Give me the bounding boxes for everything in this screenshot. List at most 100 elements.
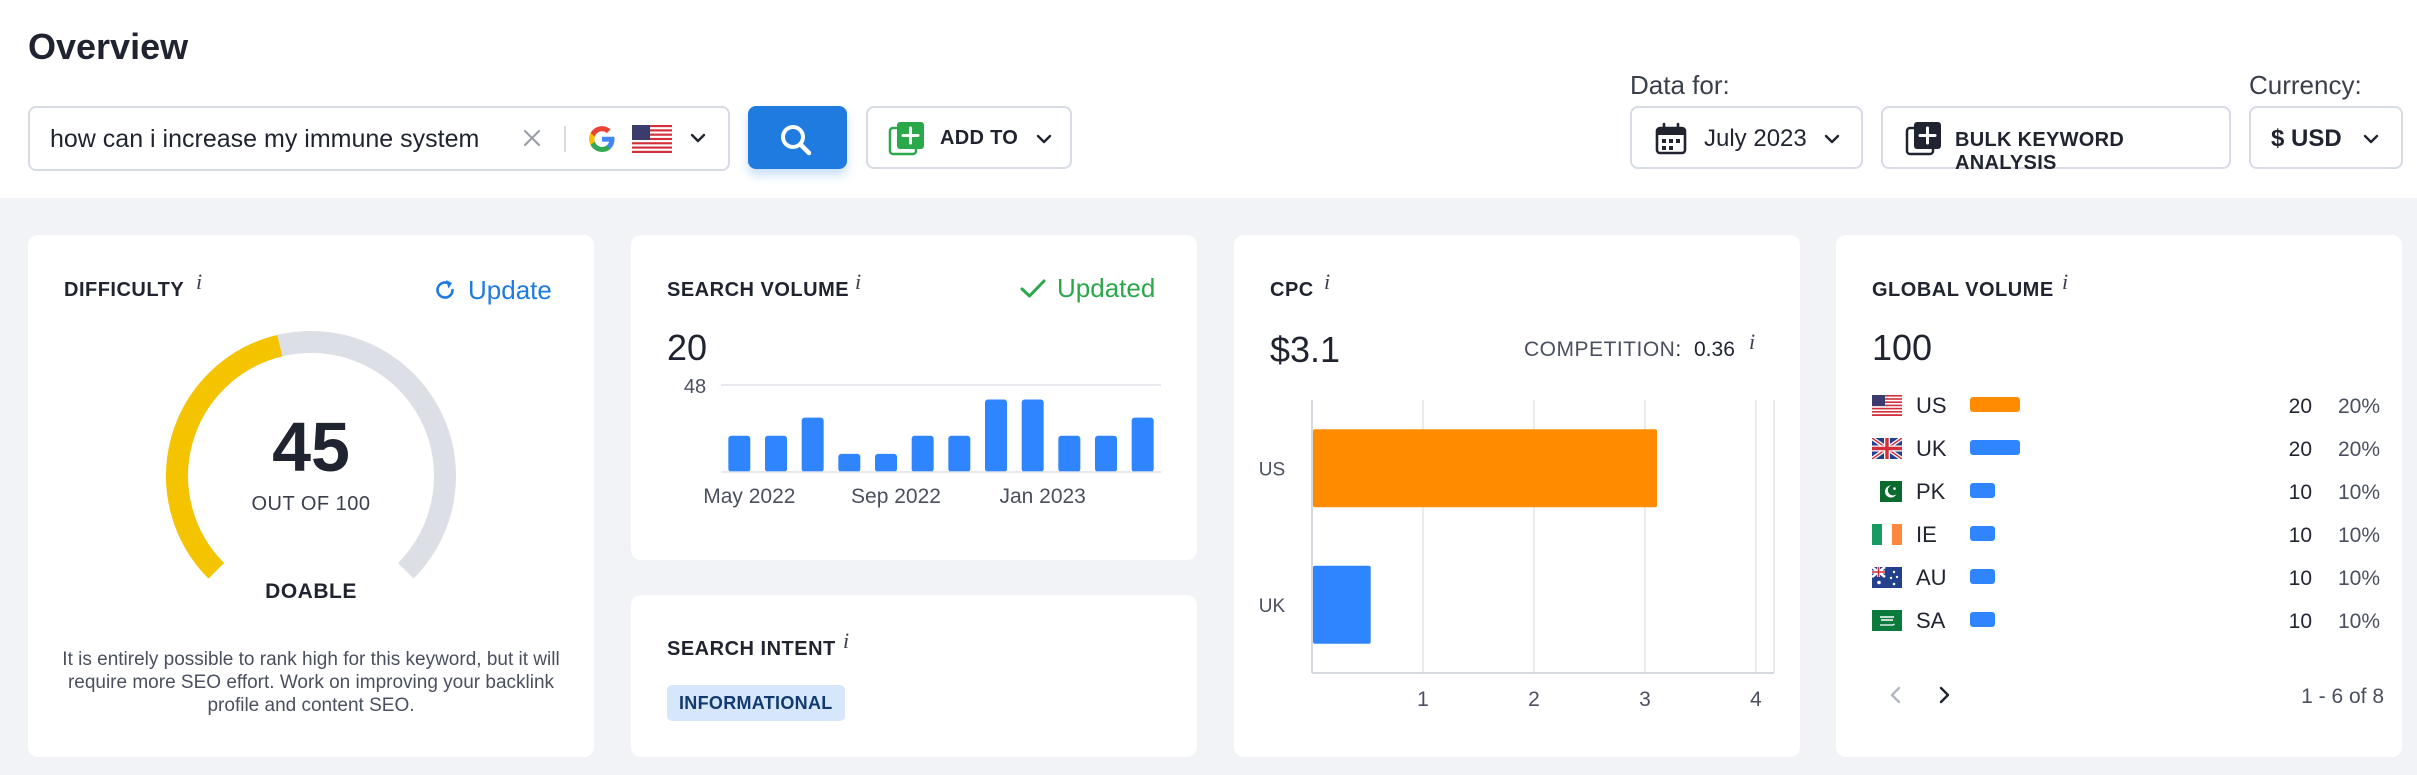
keyword-search-input[interactable] [50, 118, 520, 160]
data-for-label: Data for: [1630, 70, 1730, 100]
global-volume-value: 100 [1872, 327, 1933, 368]
ie-flag-icon [1872, 524, 1902, 545]
share-bar [1970, 612, 1995, 627]
volume-bar [911, 435, 934, 472]
difficulty-title: DIFFICULTY [64, 279, 185, 301]
add-to-button[interactable]: ADD TO [866, 106, 1072, 169]
date-select[interactable]: July 2023 [1630, 106, 1863, 169]
country-code: SA [1916, 608, 1946, 633]
volume-bar [728, 435, 751, 472]
info-icon[interactable]: i [196, 269, 203, 294]
competition-value: 0.36 [1694, 338, 1735, 361]
country-count: 10 [2288, 567, 2312, 590]
header: Overview [0, 0, 2417, 198]
competition-separator: : [1675, 338, 1682, 361]
country-percent: 20% [2337, 395, 2380, 418]
x-tick-label: Jan 2023 [999, 485, 1085, 508]
share-bar [1970, 526, 1995, 541]
country-row: UK 20 20% [1872, 430, 2382, 466]
difficulty-level: DOABLE [265, 580, 357, 603]
volume-bar [801, 417, 824, 472]
sa-flag-icon [1872, 610, 1902, 631]
google-icon[interactable] [586, 123, 618, 155]
bulk-keyword-analysis-label: BULK KEYWORD ANALYSIS [1955, 129, 2125, 174]
search-button[interactable] [748, 106, 847, 169]
volume-bar [1095, 435, 1117, 472]
pagination-range: 1 - 6 of 8 [2301, 685, 2384, 708]
gauge-fill [166, 335, 283, 579]
difficulty-card: DIFFICULTY i Update 45 OUT OF 100 DOABLE… [28, 235, 594, 757]
date-label: July 2023 [1704, 125, 1807, 152]
chevron-left-icon[interactable] [1884, 683, 1908, 707]
search-volume-title: SEARCH VOLUME [667, 279, 850, 301]
competition-label: COMPETITION: [1524, 338, 1682, 362]
country-percent: 10% [2337, 567, 2380, 590]
x-tick-label: May 2022 [703, 485, 795, 508]
cpc-bar [1313, 429, 1658, 508]
country-row: US 20 20% [1872, 387, 2382, 423]
chevron-down-icon[interactable] [686, 126, 710, 150]
info-icon[interactable]: i [1324, 269, 1331, 294]
x-tick-label: 2 [1528, 688, 1540, 711]
difficulty-value: 45 [272, 408, 350, 486]
cpc-title: CPC [1270, 279, 1314, 301]
search-intent-card: SEARCH INTENT i INFORMATIONAL [631, 595, 1197, 757]
info-icon[interactable]: i [855, 269, 862, 294]
country-percent: 10% [2337, 524, 2380, 547]
country-code: IE [1916, 522, 1937, 547]
cpc-bar [1313, 565, 1371, 644]
au-flag-icon [1872, 567, 1902, 588]
currency-value: $ USD [2271, 125, 2342, 152]
country-row: SA 10 10% [1872, 602, 2382, 638]
search-volume-chart: 48 May 2022 Sep 2022 Jan 2023 [684, 376, 1161, 508]
chevron-down-icon [1036, 134, 1052, 144]
page-title: Overview [28, 26, 189, 67]
clear-icon[interactable] [518, 124, 546, 152]
country-row: PK 10 10% [1872, 473, 2382, 509]
y-tick-label: US [1259, 459, 1285, 480]
search-intent-title: SEARCH INTENT [667, 638, 836, 660]
uk-flag-icon [1872, 438, 1902, 459]
country-percent: 10% [2337, 481, 2380, 504]
x-tick-label: 4 [1750, 688, 1762, 711]
chevron-down-icon [2363, 134, 2379, 144]
check-icon [1020, 279, 1046, 297]
info-icon[interactable]: i [2062, 269, 2069, 294]
x-tick-label: Sep 2022 [851, 485, 941, 508]
info-icon[interactable]: i [1749, 329, 1756, 354]
currency-select[interactable]: $ USD [2249, 106, 2403, 169]
country-code: UK [1916, 436, 1947, 461]
difficulty-description: It is entirely possible to rank high for… [62, 649, 560, 716]
x-tick-label: 3 [1639, 688, 1651, 711]
add-bulk-icon [1905, 122, 1941, 156]
update-label: Update [468, 274, 552, 305]
us-flag-icon[interactable] [632, 125, 672, 153]
country-count: 10 [2288, 524, 2312, 547]
refresh-icon [436, 280, 454, 299]
volume-bar [1058, 435, 1081, 472]
country-code: PK [1916, 479, 1946, 504]
update-button[interactable]: Update [432, 273, 552, 307]
country-code: US [1916, 393, 1947, 418]
country-count: 20 [2288, 395, 2312, 418]
search-volume-card: SEARCH VOLUME i Updated 20 48 May 2022 Sep… [631, 235, 1197, 560]
cpc-chart: 1 2 3 4 US UK [1259, 400, 1775, 711]
volume-bar [1131, 417, 1154, 472]
search-divider [564, 126, 566, 152]
cpc-card: CPC i $3.1 COMPETITION: 0.36 i 1 2 3 4 US UK [1234, 235, 1800, 757]
chevron-right-icon[interactable] [1932, 683, 1956, 707]
volume-bar [765, 435, 787, 472]
bulk-keyword-analysis-button[interactable]: BULK KEYWORD ANALYSIS [1881, 106, 2231, 174]
y-tick-label: 48 [684, 376, 706, 398]
search-icon [781, 125, 812, 156]
info-icon[interactable]: i [843, 628, 850, 653]
country-row: IE 10 10% [1872, 516, 2382, 552]
global-volume-title: GLOBAL VOLUME [1872, 279, 2054, 301]
country-count: 10 [2288, 610, 2312, 633]
updated-status: Updated [1019, 273, 1155, 304]
share-bar [1970, 440, 2020, 455]
difficulty-gauge [166, 331, 456, 579]
share-bar [1970, 569, 1995, 584]
currency-label: Currency: [2249, 70, 2362, 100]
share-bar [1970, 397, 2020, 412]
